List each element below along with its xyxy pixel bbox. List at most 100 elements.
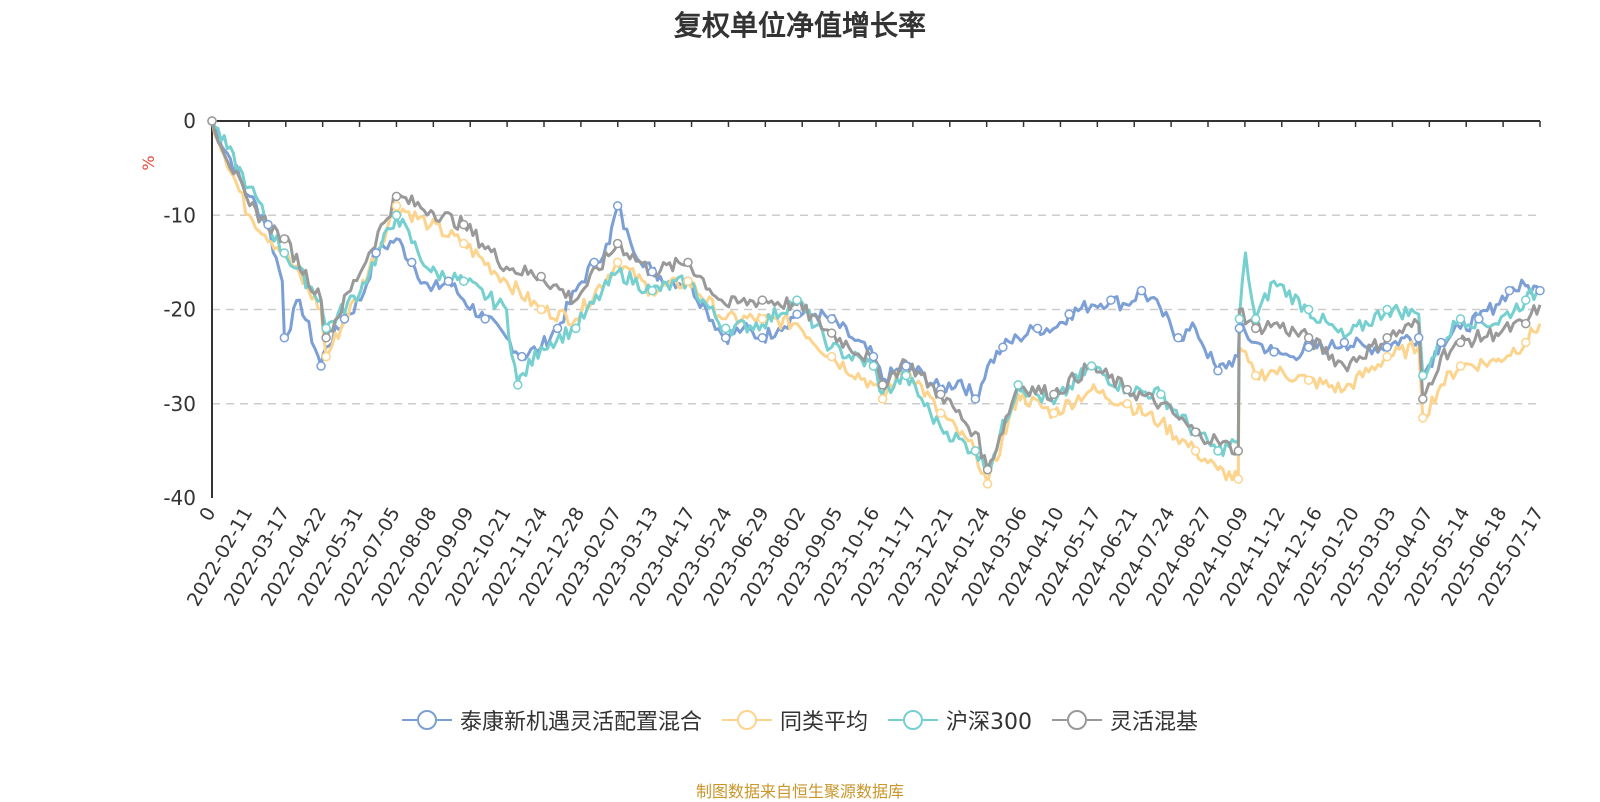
series-point: [458, 276, 469, 286]
y-tick-label: -40: [163, 486, 196, 510]
series-point: [1234, 314, 1245, 324]
series-point: [877, 380, 888, 390]
series-point: [571, 323, 581, 334]
series-point: [1413, 333, 1424, 343]
series-point: [391, 201, 402, 211]
series-point: [1303, 375, 1314, 385]
series-point: [1269, 347, 1279, 357]
series-point: [1250, 370, 1261, 381]
series-point: [1455, 314, 1466, 324]
series-point: [207, 116, 217, 126]
data-source-note: 制图数据来自恒生聚源数据库: [695, 782, 904, 801]
series-point: [1339, 337, 1350, 348]
legend-marker-icon: [888, 710, 938, 730]
y-tick-label: 0: [183, 109, 196, 133]
series-point: [1213, 446, 1223, 456]
series-point: [1303, 333, 1314, 343]
series-point: [552, 323, 563, 334]
series-point: [321, 323, 331, 334]
series-point: [458, 238, 469, 249]
series-point: [589, 257, 599, 268]
series-point: [1213, 366, 1223, 376]
series-point: [1382, 304, 1392, 315]
series-point: [279, 333, 290, 343]
series-point: [935, 389, 946, 400]
series-point: [1520, 318, 1531, 329]
series-point: [982, 464, 993, 475]
legend-marker-icon: [401, 710, 452, 730]
series-point: [279, 234, 290, 244]
series-point: [901, 361, 911, 371]
y-axis-unit-label: %: [139, 155, 158, 170]
legend-item-series-1[interactable]: 同类平均: [721, 704, 868, 736]
legend-label: 沪深300: [946, 710, 1032, 735]
y-tick-label: -20: [163, 298, 196, 322]
series-line-3: [210, 120, 1542, 472]
series-point: [480, 314, 490, 324]
legend-marker-icon: [721, 710, 772, 730]
series-point: [1455, 361, 1466, 371]
y-tick-label: -10: [163, 203, 196, 227]
series-point: [1382, 351, 1392, 362]
series-point: [339, 314, 350, 324]
series-point: [321, 333, 331, 343]
series-point: [1136, 285, 1147, 296]
series-point: [1303, 342, 1314, 352]
chart-title: 复权单位净值增长率: [673, 9, 926, 42]
series-point: [612, 238, 623, 249]
series-point: [826, 328, 837, 338]
legend-marker-icon: [1052, 710, 1102, 730]
series-point: [647, 267, 658, 277]
series-point: [935, 408, 946, 418]
series-point: [321, 351, 331, 362]
series-point: [458, 219, 469, 230]
series-point: [371, 248, 381, 258]
series-point: [970, 394, 981, 404]
series-point: [1418, 394, 1428, 404]
series-point: [612, 201, 623, 211]
series-point: [720, 333, 731, 343]
series-point: [1474, 314, 1484, 324]
series-point: [1250, 314, 1261, 324]
series-point: [982, 479, 993, 489]
series-point: [757, 295, 768, 305]
series-point: [868, 351, 879, 362]
series-point: [1520, 295, 1531, 305]
series-point: [868, 361, 879, 371]
series-point: [612, 257, 623, 268]
series-point: [1535, 285, 1545, 296]
series-point: [536, 271, 546, 282]
series-point: [1122, 399, 1132, 409]
series-point: [1250, 323, 1261, 334]
legend-item-series-3[interactable]: 灵活混基: [1052, 704, 1198, 736]
series-point: [1173, 333, 1183, 343]
series-point: [391, 210, 402, 220]
series-point: [647, 285, 658, 296]
series-point: [1156, 389, 1166, 400]
series-point: [1382, 333, 1392, 343]
series-point: [1504, 285, 1515, 296]
series-point: [1520, 337, 1531, 348]
series-point: [792, 309, 802, 319]
series-point: [1190, 427, 1201, 437]
legend-item-series-0[interactable]: 泰康新机遇灵活配置混合: [401, 704, 702, 736]
series-point: [1234, 323, 1245, 334]
series-point: [1064, 309, 1074, 319]
series-point: [443, 276, 454, 286]
legend-item-series-2[interactable]: 沪深300: [888, 704, 1032, 736]
legend-label: 同类平均: [779, 710, 868, 735]
series-point: [1013, 380, 1023, 390]
series-point: [792, 295, 802, 305]
series-point: [1418, 413, 1428, 423]
series-point: [536, 304, 546, 315]
series-point: [683, 276, 693, 286]
series-point: [1106, 295, 1116, 305]
series-point: [720, 323, 731, 334]
series-point: [826, 351, 837, 362]
series-point: [279, 248, 290, 258]
series-point: [683, 257, 693, 268]
series-point: [1303, 304, 1314, 315]
series-point: [1190, 446, 1201, 456]
series-point: [1436, 337, 1446, 348]
